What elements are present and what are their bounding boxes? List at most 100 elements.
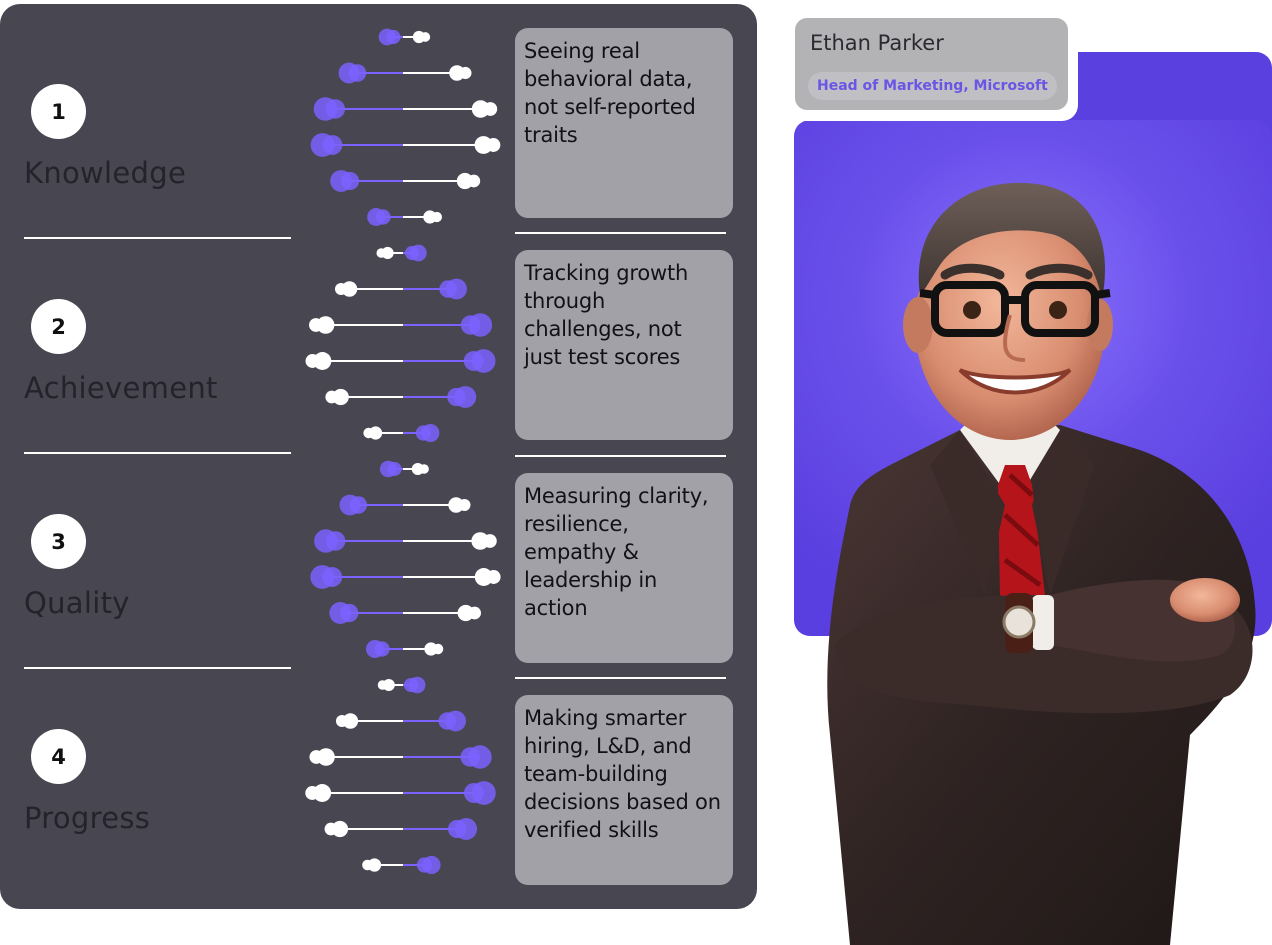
helix-node-white bbox=[483, 102, 498, 116]
glasses-icon bbox=[919, 281, 1111, 337]
helix-node-accent bbox=[386, 29, 401, 45]
helix-node-accent bbox=[438, 712, 456, 730]
hair bbox=[918, 182, 1105, 300]
helix-node-white bbox=[305, 786, 320, 800]
helix-node-accent bbox=[349, 496, 368, 514]
helix-node-white bbox=[431, 211, 443, 223]
helix-node-white bbox=[309, 318, 323, 332]
helix-node-accent bbox=[322, 567, 343, 587]
card-line: decisions based on bbox=[524, 790, 721, 814]
helix-node-white bbox=[419, 464, 429, 474]
helix-node-accent bbox=[340, 171, 360, 191]
helix-node-white bbox=[317, 748, 335, 766]
step-label: Quality bbox=[24, 586, 130, 620]
helix-node-white bbox=[474, 136, 493, 154]
helix-node-accent bbox=[416, 857, 433, 873]
helix-node-accent bbox=[460, 747, 481, 767]
card-divider bbox=[515, 232, 726, 234]
card-line: team-building bbox=[524, 762, 668, 786]
step-label: Progress bbox=[24, 801, 151, 835]
insight-card: Tracking growth through challenges, not … bbox=[515, 250, 733, 440]
helix-node-accent bbox=[340, 603, 359, 623]
helix-node-white bbox=[316, 316, 335, 334]
card-line: Measuring clarity, bbox=[524, 484, 709, 508]
helix-node-accent bbox=[460, 315, 481, 335]
helix-node-white bbox=[362, 859, 373, 871]
businessman-avatar-illustration bbox=[827, 182, 1256, 945]
card-line: Making smarter bbox=[524, 706, 687, 730]
helix-node-white bbox=[467, 174, 481, 188]
helix-node-white bbox=[309, 750, 324, 764]
helix-node-white bbox=[459, 66, 472, 80]
helix-node-accent bbox=[325, 531, 346, 551]
card-line: hiring, L&D, and bbox=[524, 734, 692, 758]
smile bbox=[958, 368, 1072, 395]
helix-node-accent bbox=[439, 280, 457, 298]
card-line: traits bbox=[524, 123, 578, 147]
step-number-badge: 4 bbox=[31, 729, 86, 784]
card-line: just test scores bbox=[524, 345, 681, 369]
helix-node-white bbox=[468, 606, 482, 620]
shirt bbox=[960, 415, 1060, 505]
profile-name: Ethan Parker bbox=[810, 31, 944, 55]
card-line: resilience, bbox=[524, 512, 629, 536]
helix-node-white bbox=[363, 427, 374, 439]
helix-node-accent bbox=[415, 425, 432, 441]
helix-node-white bbox=[325, 390, 339, 404]
card-line: Tracking growth bbox=[524, 261, 689, 285]
profile-role-badge: Head of Marketing, Microsoft bbox=[808, 72, 1057, 100]
helix-node-white bbox=[376, 248, 387, 258]
card-line: through bbox=[524, 289, 606, 313]
helix-node-accent bbox=[447, 819, 467, 839]
step-divider bbox=[24, 452, 291, 454]
profile-name-card: Ethan Parker Head of Marketing, Microsof… bbox=[795, 18, 1068, 110]
helix-node-accent bbox=[387, 461, 402, 477]
helix-node-accent bbox=[325, 99, 345, 119]
step-number-badge: 1 bbox=[31, 84, 86, 139]
helix-node-accent bbox=[447, 387, 466, 407]
dna-helix-graphic bbox=[305, 28, 501, 875]
helix-node-accent bbox=[375, 209, 391, 225]
helix-node-white bbox=[420, 32, 431, 42]
helix-node-white bbox=[471, 100, 490, 118]
card-line: Seeing real bbox=[524, 39, 640, 63]
card-divider bbox=[515, 677, 726, 679]
card-line: empathy & bbox=[524, 540, 639, 564]
helix-node-white bbox=[305, 354, 320, 368]
helix-node-white bbox=[486, 138, 501, 152]
step-number-badge: 3 bbox=[31, 514, 86, 569]
card-line: not self-reported bbox=[524, 95, 696, 119]
card-line: challenges, not bbox=[524, 317, 682, 341]
helix-node-white bbox=[313, 352, 332, 370]
step-number-badge: 2 bbox=[31, 299, 86, 354]
step-label: Knowledge bbox=[24, 156, 187, 190]
left-lapel bbox=[930, 430, 1005, 595]
right-hand bbox=[1170, 578, 1240, 622]
helix-node-white bbox=[324, 822, 338, 836]
step-divider bbox=[24, 667, 291, 669]
card-divider bbox=[515, 455, 726, 457]
helix-node-white bbox=[458, 498, 471, 512]
helix-node-white bbox=[432, 643, 444, 655]
helix-node-white bbox=[377, 680, 388, 690]
helix-node-accent bbox=[403, 677, 418, 693]
helix-node-white bbox=[474, 568, 493, 586]
step-divider bbox=[24, 237, 291, 239]
card-line: behavioral data, bbox=[524, 67, 693, 91]
insight-card: Making smarter hiring, L&D, and team-bui… bbox=[515, 695, 733, 885]
helix-node-white bbox=[486, 570, 501, 584]
helix-node-white bbox=[483, 534, 497, 548]
helix-node-white bbox=[335, 714, 349, 728]
skills-panel: 1 Knowledge 2 Achievement 3 Quality 4 Pr… bbox=[0, 4, 757, 909]
helix-node-accent bbox=[463, 351, 484, 371]
helix-node-white bbox=[334, 282, 348, 296]
card-line: verified skills bbox=[524, 818, 659, 842]
insight-card: Seeing real behavioral data, not self-re… bbox=[515, 28, 733, 218]
helix-node-accent bbox=[404, 245, 420, 261]
insight-card: Measuring clarity, resilience, empathy &… bbox=[515, 473, 733, 663]
helix-node-white bbox=[471, 532, 489, 550]
step-label: Achievement bbox=[24, 371, 218, 405]
helix-node-white bbox=[313, 784, 332, 802]
right-lapel bbox=[1032, 430, 1095, 595]
helix-node-accent bbox=[463, 783, 484, 803]
